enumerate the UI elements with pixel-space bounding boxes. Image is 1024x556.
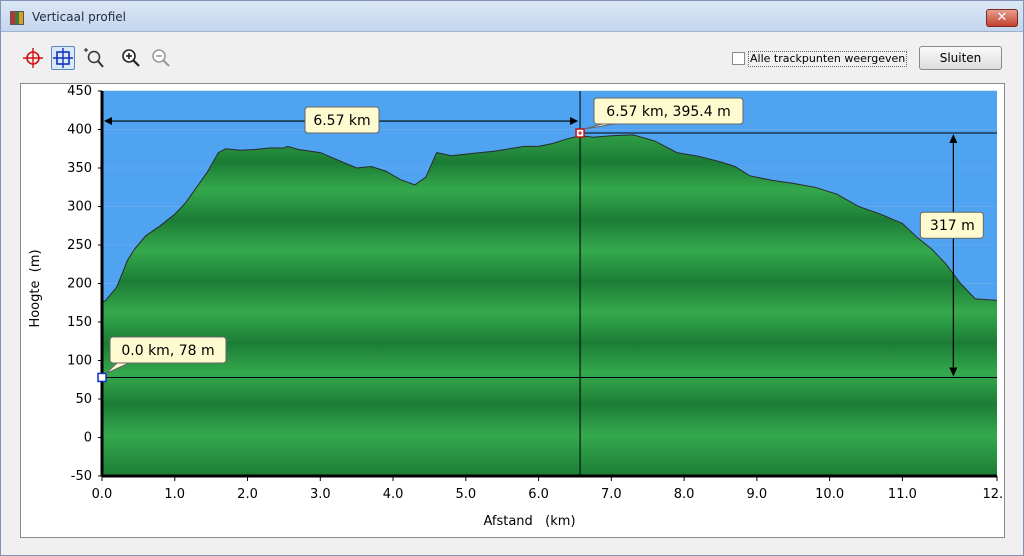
y-tick-label: 250 bbox=[67, 238, 92, 253]
start-point-callout-box bbox=[109, 336, 227, 364]
blue-crosshair-icon bbox=[53, 48, 73, 68]
x-tick-label: 12.3 bbox=[983, 487, 1004, 502]
show-all-trackpoints-label[interactable]: Alle trackpunten weergeven bbox=[748, 51, 908, 67]
show-all-trackpoints-checkbox[interactable] bbox=[732, 52, 745, 65]
x-tick-label: 4.0 bbox=[383, 487, 404, 502]
window-title: Verticaal profiel bbox=[32, 10, 126, 24]
red-crosshair-icon bbox=[23, 48, 43, 68]
x-tick-label: 1.0 bbox=[164, 487, 185, 502]
zoom-out-tool-button[interactable] bbox=[149, 46, 173, 70]
y-tick-label: 50 bbox=[75, 392, 92, 407]
zoom-area-tool-button[interactable] bbox=[81, 46, 105, 70]
start-point-callout-text: 0.0 km, 78 m bbox=[121, 343, 214, 359]
start-point-marker bbox=[97, 372, 107, 383]
close-button[interactable]: Sluiten bbox=[919, 46, 1002, 70]
distance-callout-text: 6.57 km bbox=[313, 113, 370, 129]
y-tick-label: 0 bbox=[84, 431, 92, 446]
height-diff-arrowhead-top bbox=[949, 134, 958, 144]
cursor-point-callout-box bbox=[593, 97, 744, 125]
zoom-out-icon bbox=[152, 49, 170, 67]
x-tick-label: 11.0 bbox=[888, 487, 917, 502]
height-diff-callout-box bbox=[919, 211, 984, 239]
x-tick-label: 7.0 bbox=[601, 487, 622, 502]
app-icon bbox=[10, 11, 24, 25]
y-tick-label: 350 bbox=[67, 161, 92, 176]
window-close-button[interactable]: ✕ bbox=[986, 9, 1018, 27]
distance-callout-box bbox=[304, 106, 380, 134]
cursor-point-callout: 6.57 km, 395.4 m bbox=[583, 97, 744, 130]
annotations: 0.0 km, 78 m 6.57 km, 395.4 m 6.57 km 317 m bbox=[97, 91, 997, 476]
start-point-callout: 0.0 km, 78 m bbox=[105, 336, 227, 374]
height-diff-callout: 317 m bbox=[919, 211, 984, 239]
elevation-area bbox=[102, 134, 997, 476]
y-tick-label: 300 bbox=[67, 200, 92, 215]
x-tick-label: 3.0 bbox=[310, 487, 331, 502]
y-tick-label: 450 bbox=[67, 84, 92, 99]
y-tick-label: 200 bbox=[67, 277, 92, 292]
height-diff-arrowhead-bottom bbox=[949, 367, 958, 377]
x-tick-label: 2.0 bbox=[237, 487, 258, 502]
blue-crosshair-tool-button[interactable] bbox=[51, 46, 75, 70]
distance-callout: 6.57 km bbox=[304, 106, 380, 134]
zoom-in-tool-button[interactable] bbox=[119, 46, 143, 70]
axes: 450 400 350 300 250 200 150 100 50 0 -500.0 1.0 2.0 3… bbox=[67, 84, 1004, 502]
distance-arrowhead-right bbox=[570, 117, 579, 126]
x-tick-label: 9.0 bbox=[747, 487, 768, 502]
x-tick-label: 6.0 bbox=[528, 487, 549, 502]
cursor-point-callout-text: 6.57 km, 395.4 m bbox=[606, 104, 730, 120]
y-tick-label: 150 bbox=[67, 315, 92, 330]
zoom-in-icon bbox=[122, 49, 140, 67]
y-tick-label: 400 bbox=[67, 123, 92, 138]
red-crosshair-tool-button[interactable] bbox=[21, 46, 45, 70]
elevation-line bbox=[101, 134, 998, 304]
y-tick-label: -50 bbox=[71, 469, 92, 484]
x-axis-label: Afstand (km) bbox=[483, 514, 575, 529]
x-tick-label: 8.0 bbox=[674, 487, 695, 502]
x-tick-label: 10.0 bbox=[815, 487, 844, 502]
title-bar[interactable]: Verticaal profiel ✕ bbox=[1, 1, 1023, 32]
height-diff-callout-text: 317 m bbox=[930, 218, 975, 234]
chart-svg[interactable]: 450 400 350 300 250 200 150 100 50 0 -500.0 1.0 2.0 3… bbox=[21, 84, 1004, 537]
x-tick-label: 5.0 bbox=[455, 487, 476, 502]
distance-arrowhead-left bbox=[104, 117, 112, 126]
y-tick-label: 100 bbox=[67, 354, 92, 369]
elevation-profile-chart[interactable]: 450 400 350 300 250 200 150 100 50 0 -50 0.0 1.0 2.0 3… bbox=[20, 83, 1005, 538]
y-axis-label: Hoogte (m) bbox=[28, 249, 43, 327]
zoom-area-icon bbox=[84, 48, 104, 68]
x-tick-label: 0.0 bbox=[92, 487, 113, 502]
